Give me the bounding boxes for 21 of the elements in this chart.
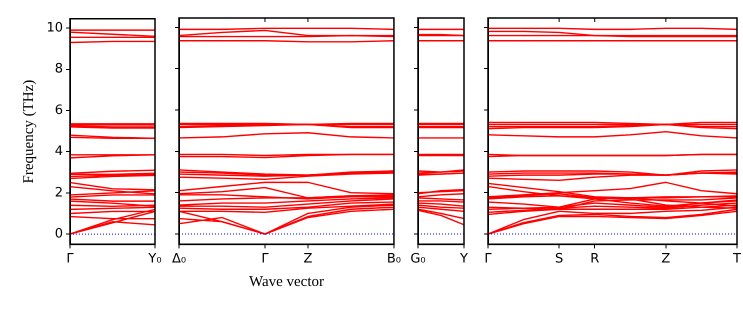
x-tick-label: Γ — [66, 252, 74, 267]
x-tick-label: T — [732, 252, 742, 267]
x-tick-label: S — [555, 252, 564, 267]
x-tick-label: R — [590, 252, 600, 267]
x-tick-label: Z — [304, 252, 313, 267]
x-tick-label: Z — [661, 252, 670, 267]
x-tick-label: G₀ — [410, 252, 426, 267]
x-axis-title: Wave vector — [248, 274, 325, 291]
x-tick-label: Y — [459, 252, 468, 267]
x-tick-label: Y₀ — [147, 252, 162, 267]
y-tick-label: 10 — [46, 20, 63, 36]
y-tick-label: 4 — [54, 144, 63, 160]
y-tick-label: 8 — [54, 62, 63, 77]
y-axis-title: Frequency (THz) — [20, 80, 37, 184]
y-tick-label: 6 — [54, 102, 63, 118]
y-tick-label: 0 — [54, 226, 63, 242]
x-tick-label: Δ₀ — [172, 252, 186, 267]
x-tick-label: Γ — [261, 252, 270, 267]
y-tick-label: 2 — [54, 185, 63, 200]
x-tick-label: B₀ — [386, 252, 402, 267]
x-tick-label: Γ — [484, 252, 492, 267]
